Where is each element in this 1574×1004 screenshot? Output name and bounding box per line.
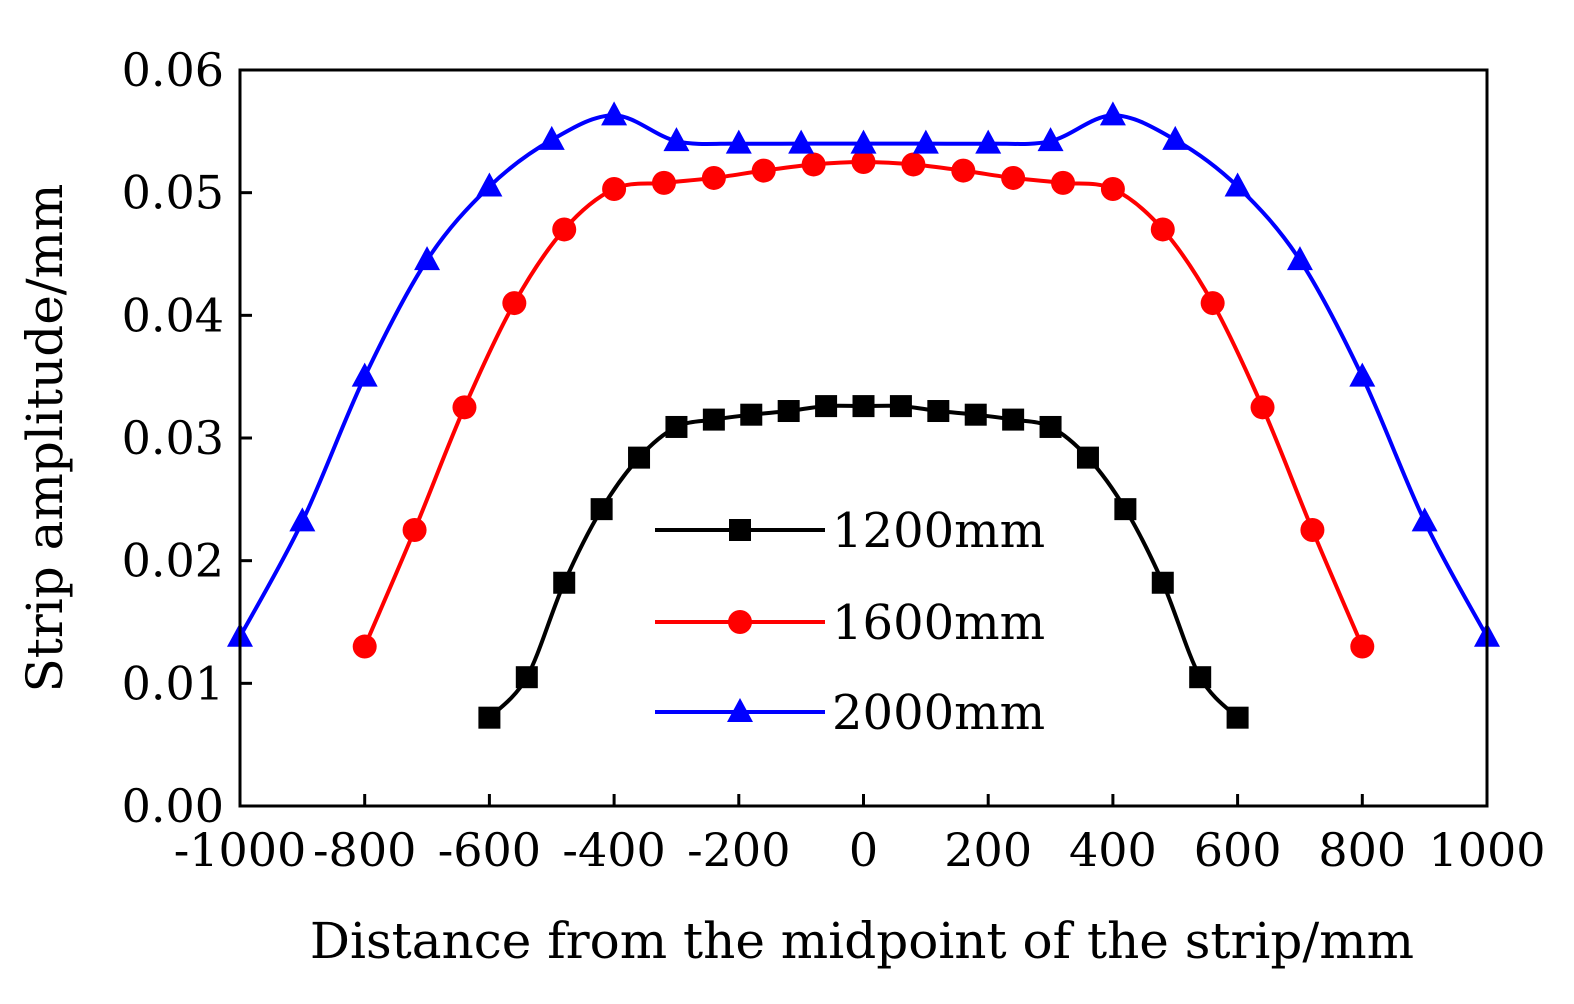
x-tick-label: 400	[1069, 823, 1157, 877]
legend-marker	[728, 610, 752, 634]
y-tick-label: 0.00	[122, 779, 224, 833]
data-point	[788, 129, 815, 154]
data-point	[628, 446, 651, 469]
data-point	[1226, 706, 1249, 729]
data-point	[651, 170, 676, 195]
x-tick-label: 1000	[1428, 823, 1545, 877]
x-axis: -1000 -800 -600 -400 -200 0 200 400 600 800 1000	[174, 794, 1546, 877]
data-point	[414, 246, 441, 271]
x-tick-label: 0	[849, 823, 878, 877]
legend-marker	[729, 519, 751, 541]
y-tick-label: 0.02	[122, 534, 224, 588]
data-point	[851, 150, 876, 174]
x-tick-label: 600	[1194, 823, 1282, 877]
x-tick-label: -1000	[174, 823, 307, 877]
data-point	[515, 666, 538, 689]
data-point	[502, 291, 527, 316]
series-layer	[227, 101, 1500, 729]
data-point	[1286, 246, 1313, 271]
data-point	[1350, 634, 1375, 659]
data-point	[352, 634, 377, 659]
data-point	[889, 395, 912, 418]
data-point	[901, 152, 926, 177]
legend: 1200mm 1600mm 2000mm	[655, 503, 1045, 741]
legend-item: 1600mm	[655, 595, 1045, 651]
x-tick-label: -200	[687, 823, 790, 877]
data-point	[912, 129, 939, 154]
data-point	[351, 362, 378, 387]
x-tick-label: -600	[438, 823, 541, 877]
data-point	[1037, 127, 1064, 152]
data-point	[725, 129, 752, 154]
data-point	[777, 400, 800, 423]
y-tick-label: 0.05	[122, 166, 224, 220]
data-point	[852, 395, 875, 418]
x-tick-label: -400	[562, 823, 665, 877]
legend-item: 1200mm	[655, 503, 1045, 559]
data-point	[1051, 170, 1076, 195]
y-axis: 0.00 0.01 0.02 0.03 0.04 0.05 0.06	[122, 43, 252, 833]
data-point	[1300, 518, 1325, 542]
y-tick-label: 0.01	[122, 656, 224, 710]
data-point	[1200, 291, 1225, 316]
data-point	[702, 408, 725, 431]
data-point	[1114, 498, 1137, 521]
data-point	[552, 217, 577, 242]
data-point	[289, 507, 316, 532]
data-point	[1411, 507, 1438, 532]
data-point	[1162, 125, 1189, 150]
data-point	[951, 158, 976, 183]
data-point	[590, 498, 613, 521]
data-point	[1224, 172, 1251, 197]
series-1200mm	[478, 395, 1249, 729]
data-point	[815, 395, 838, 418]
y-tick-label: 0.03	[122, 411, 224, 465]
data-point	[751, 158, 776, 183]
data-point	[602, 176, 627, 201]
data-point	[1150, 217, 1175, 242]
x-tick-label: -800	[313, 823, 416, 877]
data-point	[927, 400, 950, 423]
y-tick-label: 0.04	[122, 288, 224, 342]
data-point	[1189, 666, 1212, 689]
data-point	[601, 101, 628, 126]
data-point	[1250, 395, 1275, 420]
data-point	[538, 125, 565, 150]
legend-label: 1600mm	[832, 595, 1045, 651]
legend-marker	[727, 698, 753, 722]
data-point	[476, 172, 503, 197]
data-point	[701, 165, 726, 190]
data-point	[1100, 176, 1125, 201]
y-axis-title: Strip amplitude/mm	[16, 184, 74, 693]
data-point	[1349, 362, 1376, 387]
data-point	[1076, 446, 1099, 469]
x-tick-label: 800	[1318, 823, 1406, 877]
series-1600mm	[352, 150, 1375, 659]
legend-label: 1200mm	[832, 503, 1045, 559]
data-point	[402, 518, 427, 542]
data-point	[1099, 101, 1126, 126]
data-point	[740, 403, 763, 426]
data-point	[478, 706, 501, 729]
data-point	[663, 127, 690, 152]
series-line	[487, 403, 1240, 720]
data-point	[975, 129, 1002, 154]
data-point	[452, 395, 477, 420]
legend-item: 2000mm	[655, 685, 1045, 741]
legend-label: 2000mm	[832, 685, 1045, 741]
data-point	[553, 571, 576, 594]
series-2000mm	[227, 101, 1500, 647]
y-tick-label: 0.06	[122, 43, 224, 97]
x-tick-label: 200	[944, 823, 1032, 877]
data-point	[1001, 165, 1026, 190]
data-point	[1002, 408, 1025, 431]
data-point	[801, 152, 826, 177]
data-point	[964, 403, 987, 426]
data-point	[1151, 571, 1174, 594]
data-point	[1039, 415, 1062, 438]
data-point	[850, 129, 877, 154]
x-axis-title: Distance from the midpoint of the strip/…	[310, 912, 1414, 970]
data-point	[665, 415, 688, 438]
